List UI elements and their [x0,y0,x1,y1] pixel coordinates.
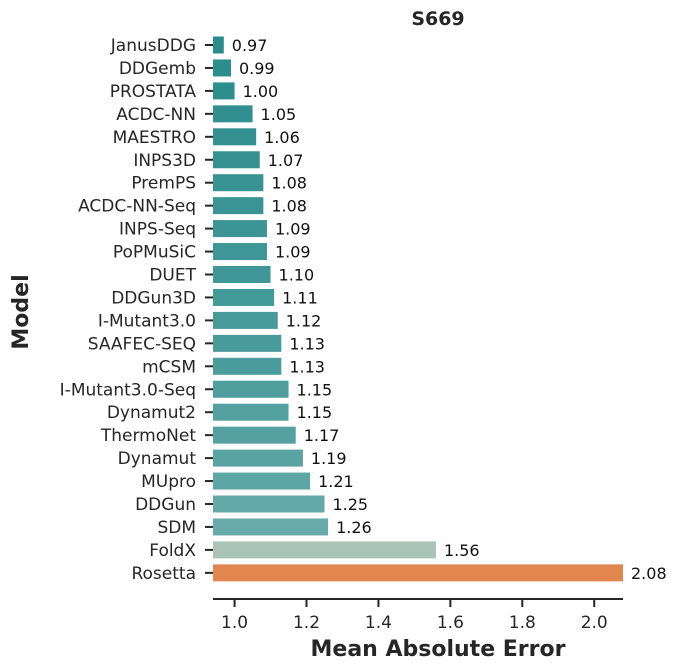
bar [213,59,231,77]
bar-value-label: 1.25 [332,495,368,514]
category-label: FoldX [149,541,196,561]
bar [213,403,289,421]
bars-layer: JanusDDG 0.97 DDGemb 0.99 PROSTATA 1.00 ACDC-N… [60,36,667,584]
bar [213,311,278,329]
x-tick-label: 1.6 [437,613,464,633]
bar [213,495,325,513]
category-label: I-Mutant3.0 [98,311,196,331]
category-label: SDM [157,518,196,538]
x-tick-label: 1.2 [293,613,320,633]
bar-value-label: 2.08 [631,564,667,583]
bar [213,197,264,215]
category-label: INPS3D [133,151,196,171]
category-label: PremPS [131,174,196,194]
bar-value-label: 0.99 [239,59,275,78]
bar-value-label: 0.97 [232,36,268,55]
bar [213,82,235,100]
category-label: DDGemb [119,59,196,79]
bar [213,243,267,261]
bar-value-label: 1.08 [271,174,307,193]
bar-value-label: 1.13 [289,334,325,353]
category-label: SAAFEC-SEQ [88,334,196,354]
bar-value-label: 1.11 [282,288,318,307]
bar [213,426,296,444]
category-label: PROSTATA [110,82,197,102]
bar-value-label: 1.15 [297,403,333,422]
bar [213,266,271,283]
category-label: ACDC-NN-Seq [78,197,196,217]
category-label: ACDC-NN [116,105,196,125]
bar-value-label: 1.56 [444,541,480,560]
bar [213,541,436,559]
category-label: I-Mutant3.0-Seq [60,380,196,400]
category-label: MUpro [141,472,196,492]
bar [213,174,264,192]
bar [213,449,303,467]
bar [213,518,329,536]
bar [213,128,257,146]
bar-value-label: 1.15 [297,380,333,399]
bar-value-label: 1.19 [311,449,347,468]
category-label: MAESTRO [113,128,196,148]
bar [213,36,224,54]
category-label: DDGun3D [111,288,196,308]
bar [213,151,260,169]
bar-value-label: 1.10 [279,266,315,285]
x-tick-label: 1.8 [509,613,536,633]
x-axis-label: Mean Absolute Error [311,637,566,662]
bar-value-label: 1.13 [289,357,325,376]
bar-value-label: 1.09 [275,243,311,262]
category-label: PoPMuSiC [113,243,196,263]
bar-value-label: 1.05 [261,105,297,124]
bar [213,288,275,306]
x-tick-label: 1.4 [365,613,392,633]
chart-title: S669 [411,8,464,30]
category-label: mCSM [142,357,196,377]
category-label: ThermoNet [100,426,196,446]
bar-value-label: 1.07 [268,151,304,170]
y-axis-label: Model [9,274,34,349]
bar [213,105,253,123]
x-tick-label: 1.0 [221,613,248,633]
category-label: JanusDDG [110,36,196,56]
x-tick-label: 2.0 [581,613,608,633]
bar-value-label: 1.08 [271,197,307,216]
bar-value-label: 1.09 [275,220,311,239]
category-label: DDGun [135,495,196,515]
x-ticks: 1.0 1.2 1.4 1.6 1.8 2.0 [221,599,608,633]
category-label: DUET [149,266,196,286]
bar-value-label: 1.12 [286,311,322,330]
bar [213,472,311,490]
bar [213,220,267,238]
category-label: Dynamut [118,449,197,469]
bar [213,564,623,582]
bar-value-label: 1.17 [304,426,340,445]
bar [213,334,282,352]
category-label: Rosetta [131,564,196,584]
bar-value-label: 1.21 [318,472,354,491]
bar [213,357,282,375]
bar [213,380,289,398]
bar-value-label: 1.00 [243,82,279,101]
category-label: INPS-Seq [119,220,196,240]
category-label: Dynamut2 [107,403,196,423]
bar-value-label: 1.26 [336,518,372,537]
bar-value-label: 1.06 [264,128,300,147]
